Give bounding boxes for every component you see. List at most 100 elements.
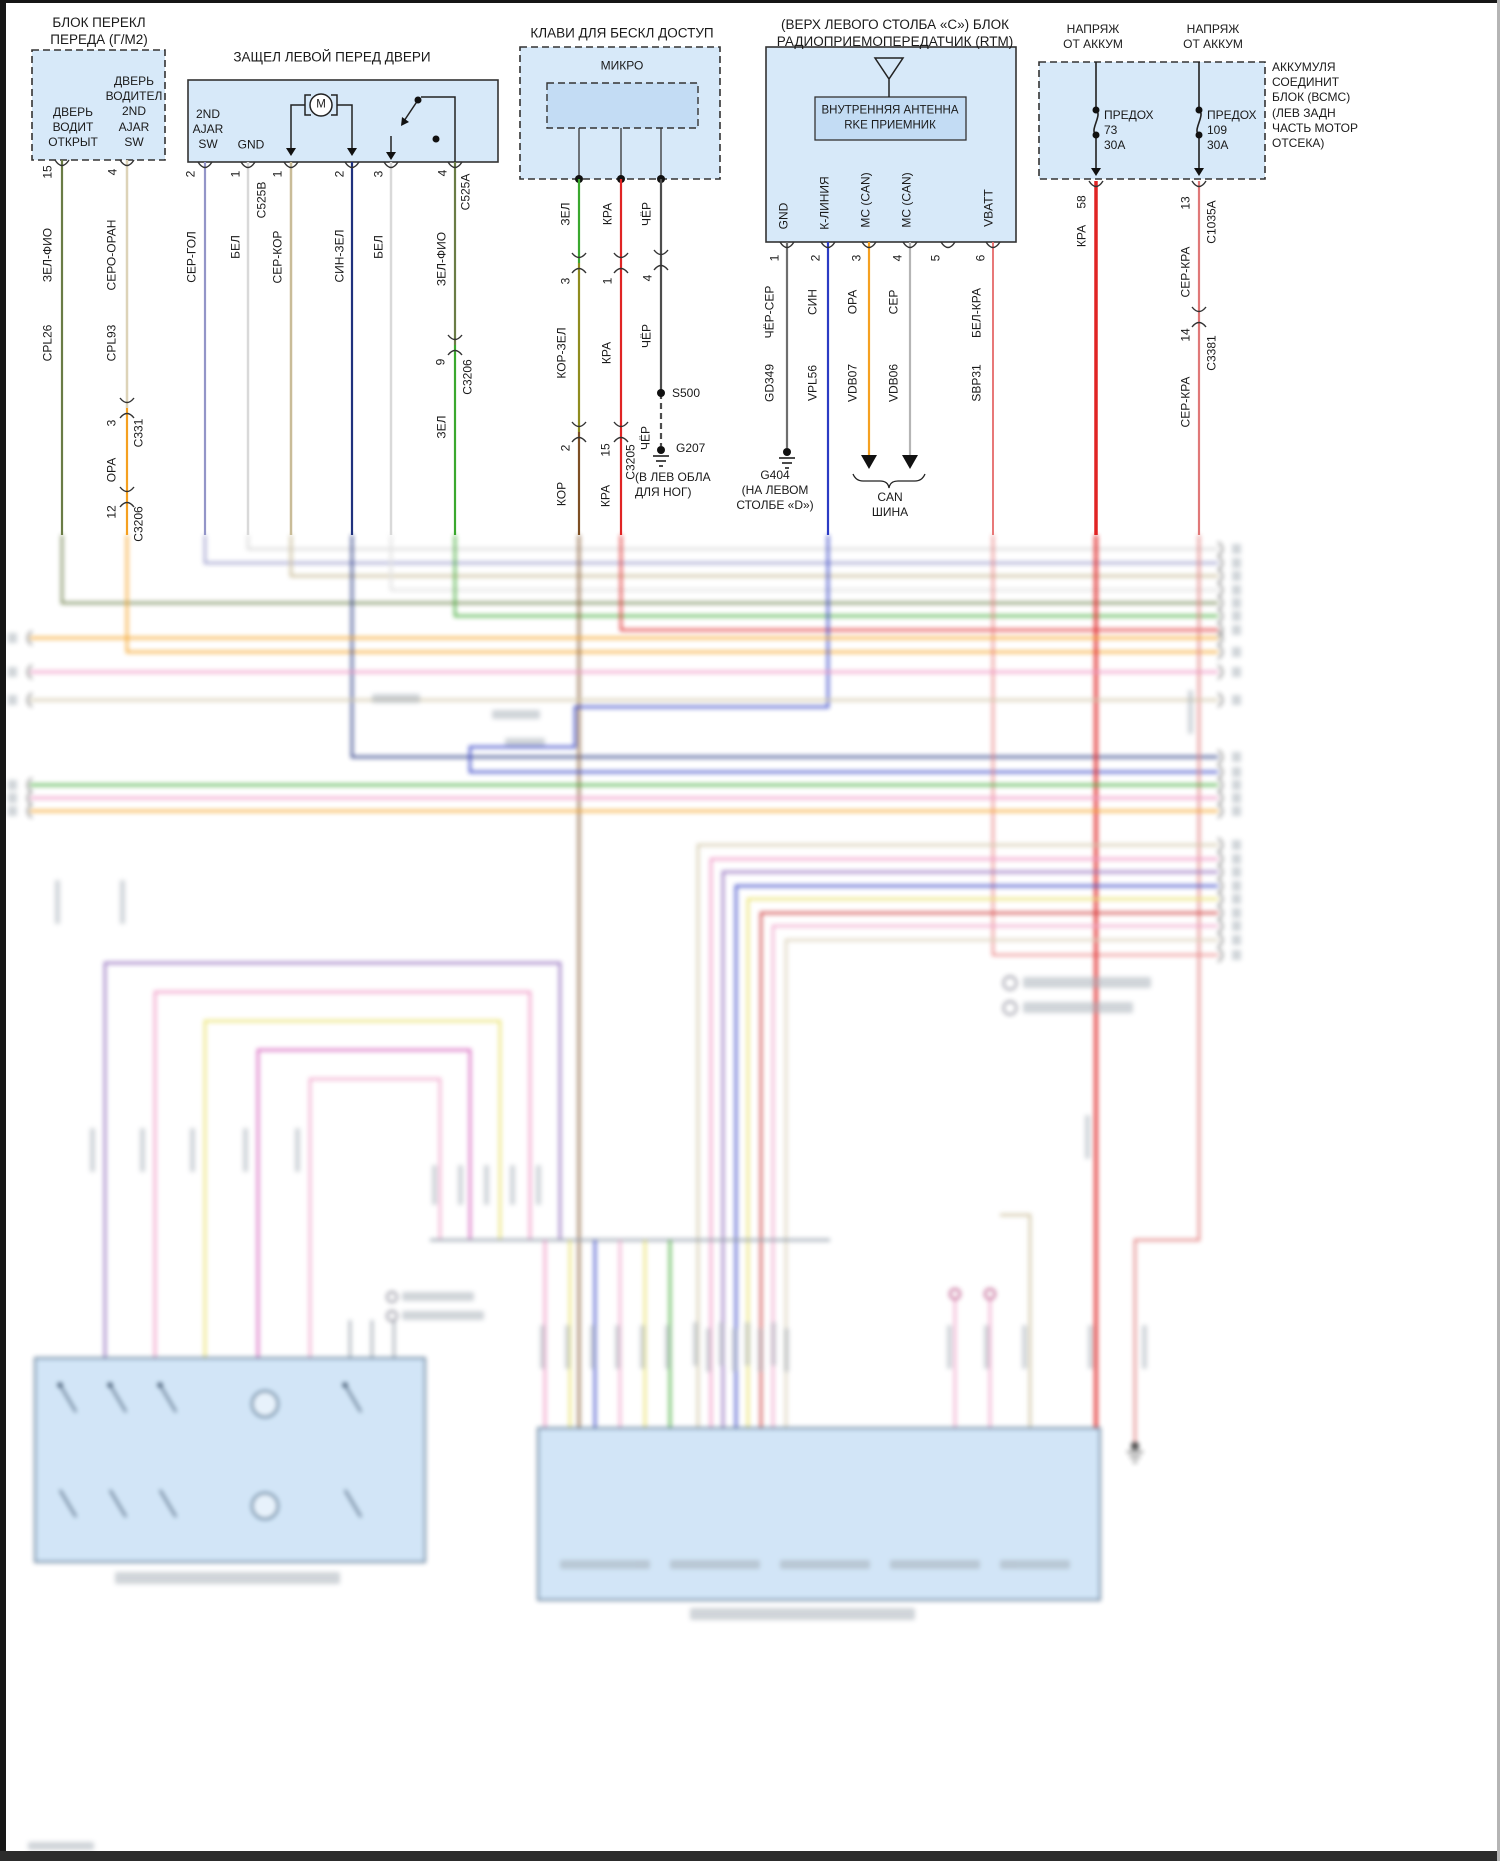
- inline-connector-symbols: [119, 249, 1207, 508]
- rtm-pin-label: К-ЛИНИЯ: [817, 176, 832, 230]
- bjb-block-box: [1038, 61, 1266, 180]
- fuse-dot: [1092, 106, 1100, 114]
- connector-pin: 15: [598, 443, 613, 457]
- wire-color-label: КОР-ЗЕЛ: [554, 327, 569, 379]
- right-edge-connector-arcs: [1217, 541, 1224, 963]
- wire-color-label: СЕР-ГОЛ: [184, 231, 199, 283]
- antenna-icon: [873, 57, 905, 97]
- circuit-label: VPL56: [805, 364, 820, 402]
- circuit-label: CPL93: [104, 324, 119, 362]
- pin-number: 4: [435, 169, 450, 177]
- pin-number: 2: [808, 254, 823, 262]
- latch-gnd-label: GND: [237, 137, 265, 152]
- wire-color-label: СЕР: [886, 289, 901, 315]
- ground-g404-symbol: [779, 448, 795, 469]
- scan-border-top: [0, 0, 1500, 3]
- keyless-title: КЛАВИ ДЛЯ БЕСКЛ ДОСТУП: [530, 25, 714, 41]
- wire-color-label: ОРА: [845, 289, 860, 315]
- wire-color-label: ЗЕЛ: [558, 202, 573, 226]
- wire-color-label: СЕР-КРА: [1178, 246, 1193, 298]
- pin-number: 3: [849, 254, 864, 262]
- ground-label: G404 (НА ЛЕВОМ СТОЛБЕ «D»): [736, 468, 814, 513]
- wire-color-label: СИН: [805, 289, 820, 315]
- connector-pin: 13: [1178, 196, 1193, 210]
- wire-color-label: БЕЛ-КРА: [969, 288, 984, 338]
- circuit-label: GD349: [762, 363, 777, 403]
- ground-label: G207: [676, 441, 706, 455]
- circuit-label: VDB06: [886, 363, 901, 403]
- wire-color-label: ЧЁР: [639, 201, 654, 227]
- rtm-pin-label: VBATT: [981, 189, 996, 227]
- pin-number: 2: [332, 170, 347, 178]
- connector-label: C1035A: [1204, 200, 1219, 244]
- rtm-title: (ВЕРХ ЛЕВОГО СТОЛБА «С») БЛОК РАДИОПРИЕМ…: [776, 16, 1014, 49]
- blurred-ground-symbol: [1127, 1442, 1143, 1463]
- rtm-antenna-receiver-box: [814, 96, 967, 141]
- connector-pin: 1: [600, 277, 615, 285]
- can-bus-label: CAN ШИНА: [871, 489, 909, 519]
- fuse-dot: [1195, 106, 1203, 114]
- scan-border-right: [1497, 0, 1500, 1861]
- left-edge-connector-arcs: [26, 630, 33, 819]
- ground-g207-symbol: [653, 446, 669, 467]
- bjb-feed-label: НАПРЯЖ ОТ АККУМ: [1183, 21, 1243, 51]
- rtm-block-box: [765, 46, 1017, 243]
- connector-pin: 3: [558, 277, 573, 285]
- legend-symbols: [386, 975, 1018, 1322]
- rtm-pin-label: MC (CAN): [858, 172, 873, 228]
- connector-pin: 2: [558, 444, 573, 452]
- pin-number: 6: [973, 254, 988, 262]
- shifter-pin-left-label: ДВЕРЬ ВОДИТ ОТКРЫТ: [48, 105, 98, 150]
- connector-pin: 3: [104, 419, 119, 427]
- connector-label: C525B: [254, 181, 269, 219]
- blurred-text-blobs: [28, 690, 1193, 1850]
- connector-label: C331: [131, 418, 146, 448]
- circuit-label: SBP31: [969, 364, 984, 402]
- scan-border-left: [0, 0, 6, 1861]
- circuit-label: VDB07: [845, 363, 860, 403]
- connector-pin: 9: [433, 358, 448, 366]
- keyless-micro-box: [546, 82, 699, 129]
- ground-location-label: (В ЛЕВ ОБЛА ДЛЯ НОГ): [635, 470, 711, 500]
- splice-s500-dot: [657, 389, 665, 397]
- pin-number: 4: [890, 254, 905, 262]
- pin-number: 2: [183, 170, 198, 178]
- wires: [60, 160, 1201, 535]
- splice-label: S500: [672, 386, 701, 400]
- wire-color-label: ОРА: [104, 457, 119, 483]
- pin-number: 15: [40, 165, 55, 179]
- wire-color-label: СИН-ЗЕЛ: [332, 229, 347, 283]
- wire-color-label: СЕР-КОР: [270, 230, 285, 284]
- wire-color-label: ЗЕЛ-ФИО: [434, 231, 449, 287]
- bjb-feed-label: НАПРЯЖ ОТ АККУМ: [1063, 21, 1123, 51]
- motor-letter: M: [316, 98, 326, 111]
- wire-color-label: КРА: [599, 341, 614, 365]
- rtm-pin-label: GND: [776, 202, 791, 230]
- wire-color-label: БЕЛ: [371, 235, 386, 259]
- wire-color-label: СЕР-КРА: [1178, 376, 1193, 428]
- wire-color-label: КРА: [600, 202, 615, 226]
- wire-color-label: КРА: [1074, 224, 1089, 248]
- scan-border-bottom: [0, 1851, 1500, 1861]
- bjb-side-label: АККУМУЛЯ СОЕДИНИТ БЛОК (ВСМС) (ЛЕВ ЗАДН …: [1272, 60, 1359, 151]
- fuse-label: ПРЕДОХ 73 30А: [1104, 108, 1154, 153]
- latch-block-box: [187, 79, 499, 163]
- rtm-pin-label: MC (CAN): [899, 172, 914, 228]
- latch-sw-label: 2ND AJAR SW: [192, 107, 224, 152]
- connector-label: C3381: [1204, 335, 1219, 371]
- wire-color-label: ЧЁР: [638, 425, 653, 451]
- wire-color-label: ЗЕЛ-ФИО: [40, 227, 55, 283]
- latch-title: ЗАЩЕЛ ЛЕВОЙ ПЕРЕД ДВЕРИ: [233, 49, 431, 65]
- wire-color-label: СЕРО-ОРАН: [104, 219, 119, 291]
- pin-number: 1: [270, 170, 285, 178]
- connector-label: C525A: [458, 173, 473, 211]
- switch-contact-dot: [432, 135, 440, 143]
- can-bus-arrowheads: [861, 455, 918, 469]
- keyless-micro-label: МИКРО: [600, 58, 644, 73]
- motor-symbol: [290, 93, 353, 148]
- pin-number: 4: [105, 168, 120, 176]
